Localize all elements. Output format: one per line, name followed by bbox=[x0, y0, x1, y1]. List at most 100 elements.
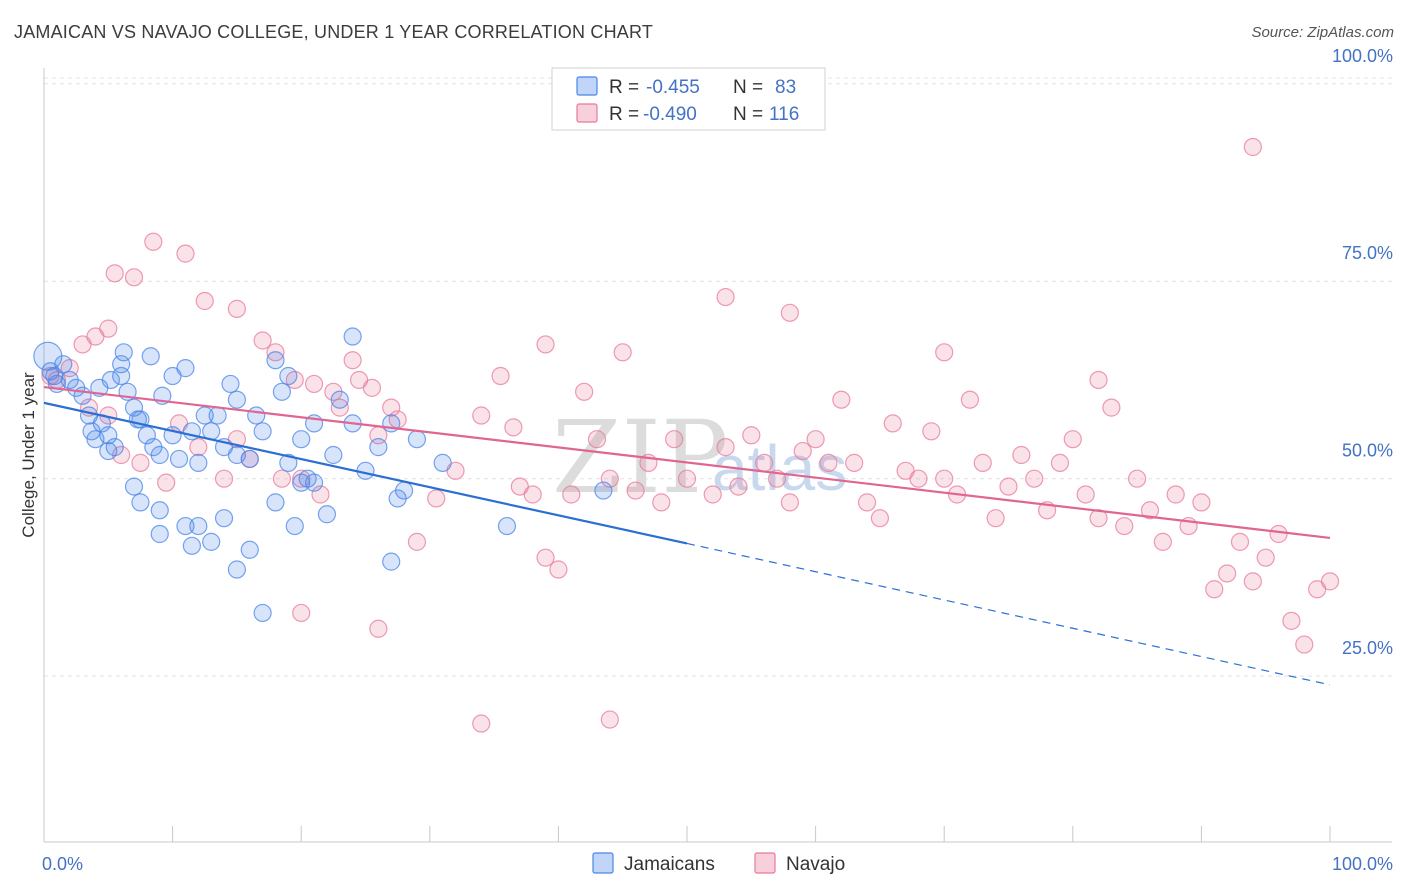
legend-n-label-jamaicans: N = bbox=[733, 77, 763, 98]
jamaican-point bbox=[240, 540, 259, 559]
navajo-point bbox=[1320, 572, 1340, 591]
navajo-point bbox=[311, 485, 330, 504]
navajo-point bbox=[504, 418, 523, 437]
navajo-point bbox=[652, 493, 671, 512]
jamaican-point bbox=[285, 516, 304, 536]
navajo-point bbox=[922, 422, 941, 441]
navajo-point bbox=[536, 548, 555, 567]
jamaican-point bbox=[163, 366, 182, 386]
navajo-point bbox=[1012, 445, 1031, 465]
navajo-point bbox=[549, 560, 568, 579]
navajo-point bbox=[665, 430, 684, 449]
navajo-point bbox=[986, 509, 1005, 528]
jamaican-point bbox=[227, 390, 246, 409]
grid-lines bbox=[44, 77, 1392, 677]
chart-title: JAMAICAN VS NAVAJO COLLEGE, UNDER 1 YEAR… bbox=[14, 22, 654, 42]
jamaican-point bbox=[343, 327, 362, 346]
navajo-point bbox=[131, 453, 150, 472]
navajo-point bbox=[1127, 469, 1147, 488]
trend-lines bbox=[43, 385, 1331, 686]
navajo-point bbox=[99, 319, 118, 338]
stats-legend: R = -0.455 N = 83 R = -0.490 N = 116 bbox=[551, 67, 826, 131]
jamaican-point bbox=[101, 370, 120, 390]
y-tick-labels: 25.0% 50.0% 75.0% 100.0% bbox=[1332, 46, 1393, 658]
navajo-point bbox=[999, 477, 1018, 496]
navajo-point bbox=[472, 406, 491, 425]
navajo-point bbox=[587, 430, 607, 449]
legend-r-value-navajo: -0.490 bbox=[643, 104, 697, 125]
navajo-point bbox=[1076, 485, 1095, 504]
navajo-point bbox=[1089, 370, 1108, 390]
navajo-point bbox=[1230, 532, 1250, 551]
navajo-point bbox=[523, 485, 542, 504]
navajo-point bbox=[304, 374, 324, 394]
jamaican-point bbox=[407, 430, 427, 449]
jamaican-point bbox=[150, 501, 169, 520]
jamaican-point bbox=[304, 473, 324, 492]
jamaican-point bbox=[266, 493, 285, 512]
navajo-point bbox=[105, 264, 124, 283]
navajo-point bbox=[330, 398, 349, 417]
navajo-point bbox=[845, 453, 864, 472]
jamaican-point bbox=[176, 516, 195, 536]
navajo-point bbox=[189, 438, 208, 457]
jamaican-point bbox=[99, 426, 118, 445]
navajo-point bbox=[272, 469, 292, 488]
legend-swatch-jamaicans bbox=[576, 76, 598, 96]
navajo-point bbox=[909, 469, 928, 488]
jamaican-point bbox=[227, 560, 246, 579]
jamaican-point bbox=[150, 445, 169, 465]
navajo-point bbox=[1153, 532, 1172, 551]
jamaicans-trend-extension bbox=[686, 542, 1331, 686]
navajo-point bbox=[870, 509, 890, 528]
navajo-point bbox=[253, 331, 272, 350]
navajo-point bbox=[157, 473, 176, 492]
y-tick-label: 50.0% bbox=[1342, 441, 1393, 461]
jamaican-point bbox=[124, 398, 144, 417]
jamaican-point bbox=[202, 532, 221, 551]
bottom-legend-label-jamaicans: Jamaicans bbox=[624, 854, 715, 875]
navajo-point bbox=[780, 303, 799, 322]
jamaican-point bbox=[137, 426, 156, 445]
axes bbox=[43, 68, 1392, 843]
series-legend: Jamaicans Navajo bbox=[592, 852, 845, 875]
navajo-point bbox=[575, 382, 594, 401]
navajo-point bbox=[626, 481, 645, 500]
source-label: Source: ZipAtlas.com bbox=[1251, 24, 1394, 41]
legend-r-value-jamaicans: -0.455 bbox=[646, 77, 700, 98]
navajo-point bbox=[1295, 635, 1314, 654]
jamaican-point bbox=[54, 355, 73, 374]
navajo-point bbox=[1166, 485, 1185, 504]
jamaican-point bbox=[114, 343, 133, 362]
navajo-point bbox=[407, 532, 427, 551]
jamaican-point bbox=[317, 505, 337, 524]
navajo-point bbox=[1050, 453, 1070, 472]
navajo-point bbox=[935, 343, 954, 362]
jamaican-point bbox=[131, 493, 150, 512]
navajo-point bbox=[716, 287, 735, 307]
navajo-point bbox=[613, 343, 632, 362]
navajo-point bbox=[716, 438, 735, 457]
navajo-point bbox=[124, 268, 144, 287]
jamaican-point bbox=[594, 481, 613, 500]
jamaican-point bbox=[189, 453, 208, 472]
jamaican-point bbox=[124, 477, 144, 496]
jamaican-point bbox=[292, 430, 311, 449]
navajo-point bbox=[832, 390, 851, 409]
jamaican-point bbox=[99, 441, 118, 461]
jamaican-point bbox=[369, 438, 388, 457]
jamaican-point bbox=[169, 449, 189, 469]
navajo-point bbox=[806, 430, 825, 449]
jamaican-point bbox=[266, 351, 285, 370]
navajo-points bbox=[41, 137, 1340, 733]
navajo-point bbox=[1192, 493, 1211, 512]
navajo-point bbox=[1243, 137, 1262, 157]
jamaican-point bbox=[324, 445, 343, 465]
jamaican-point bbox=[253, 603, 272, 623]
navajo-point bbox=[472, 714, 491, 733]
navajo-point bbox=[292, 603, 311, 623]
legend-n-value-jamaicans: 83 bbox=[775, 77, 796, 98]
legend-n-value-navajo: 116 bbox=[769, 104, 799, 125]
x-tick-label-max: 100.0% bbox=[1332, 854, 1393, 874]
jamaican-point bbox=[388, 489, 407, 508]
